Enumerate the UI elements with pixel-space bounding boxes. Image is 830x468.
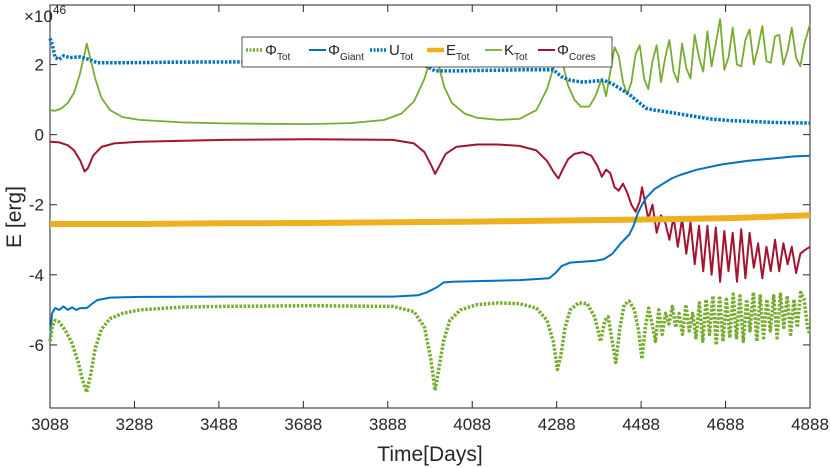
legend-label-E-Tot: ETot [446,42,470,63]
y-tick-label: -6 [29,336,44,355]
series-line-Φ-Giant [49,154,811,338]
legend-label-Φ-Giant: ΦGiant [328,42,364,63]
y-multiplier: ×1046 [24,3,67,26]
x-axis-label: Time[Days] [377,443,482,466]
x-tick-label: 4688 [707,415,745,434]
x-tick-label: 3088 [31,415,69,434]
x-tick-label: 3488 [200,415,238,434]
y-axis-label: E [erg] [3,186,26,248]
series-line-K-Tot [49,18,811,125]
plot-frame [49,4,811,409]
axes [49,4,811,409]
y-tick-label: -2 [29,196,44,215]
y-tick-label: -4 [29,266,44,285]
legend-label-K-Tot: KTot [504,42,528,63]
y-multiplier-base: ×10 [24,7,53,26]
x-tick-label: 4088 [453,415,491,434]
legend-label-U-Tot: UTot [389,42,413,63]
series-line-Φ-Cores [49,138,811,283]
x-tick-label: 4888 [791,415,829,434]
tick-labels: 3088 3288 3488 3688 3888 4088 4288 4488 4688 4888… [29,56,829,434]
series-line-E-Tot [50,212,811,227]
series-line-U-Tot [48,37,811,125]
y-tick-label: 0 [35,126,44,145]
legend-label-Φ-Cores: ΦCores [557,42,596,63]
x-tick-label: 3288 [116,415,154,434]
legend-label-Φ-Tot: ΦTot [265,42,291,63]
series-group [48,18,812,394]
y-multiplier-exponent: 46 [53,3,67,17]
legend: ΦTot ΦGiant UTot ETot KTot ΦCores [241,36,613,68]
y-tick-label: 2 [35,56,44,75]
x-tick-label: 3888 [369,415,407,434]
x-tick-label: 4488 [622,415,660,434]
x-tick-label: 3688 [284,415,322,434]
x-tick-label: 4288 [538,415,576,434]
